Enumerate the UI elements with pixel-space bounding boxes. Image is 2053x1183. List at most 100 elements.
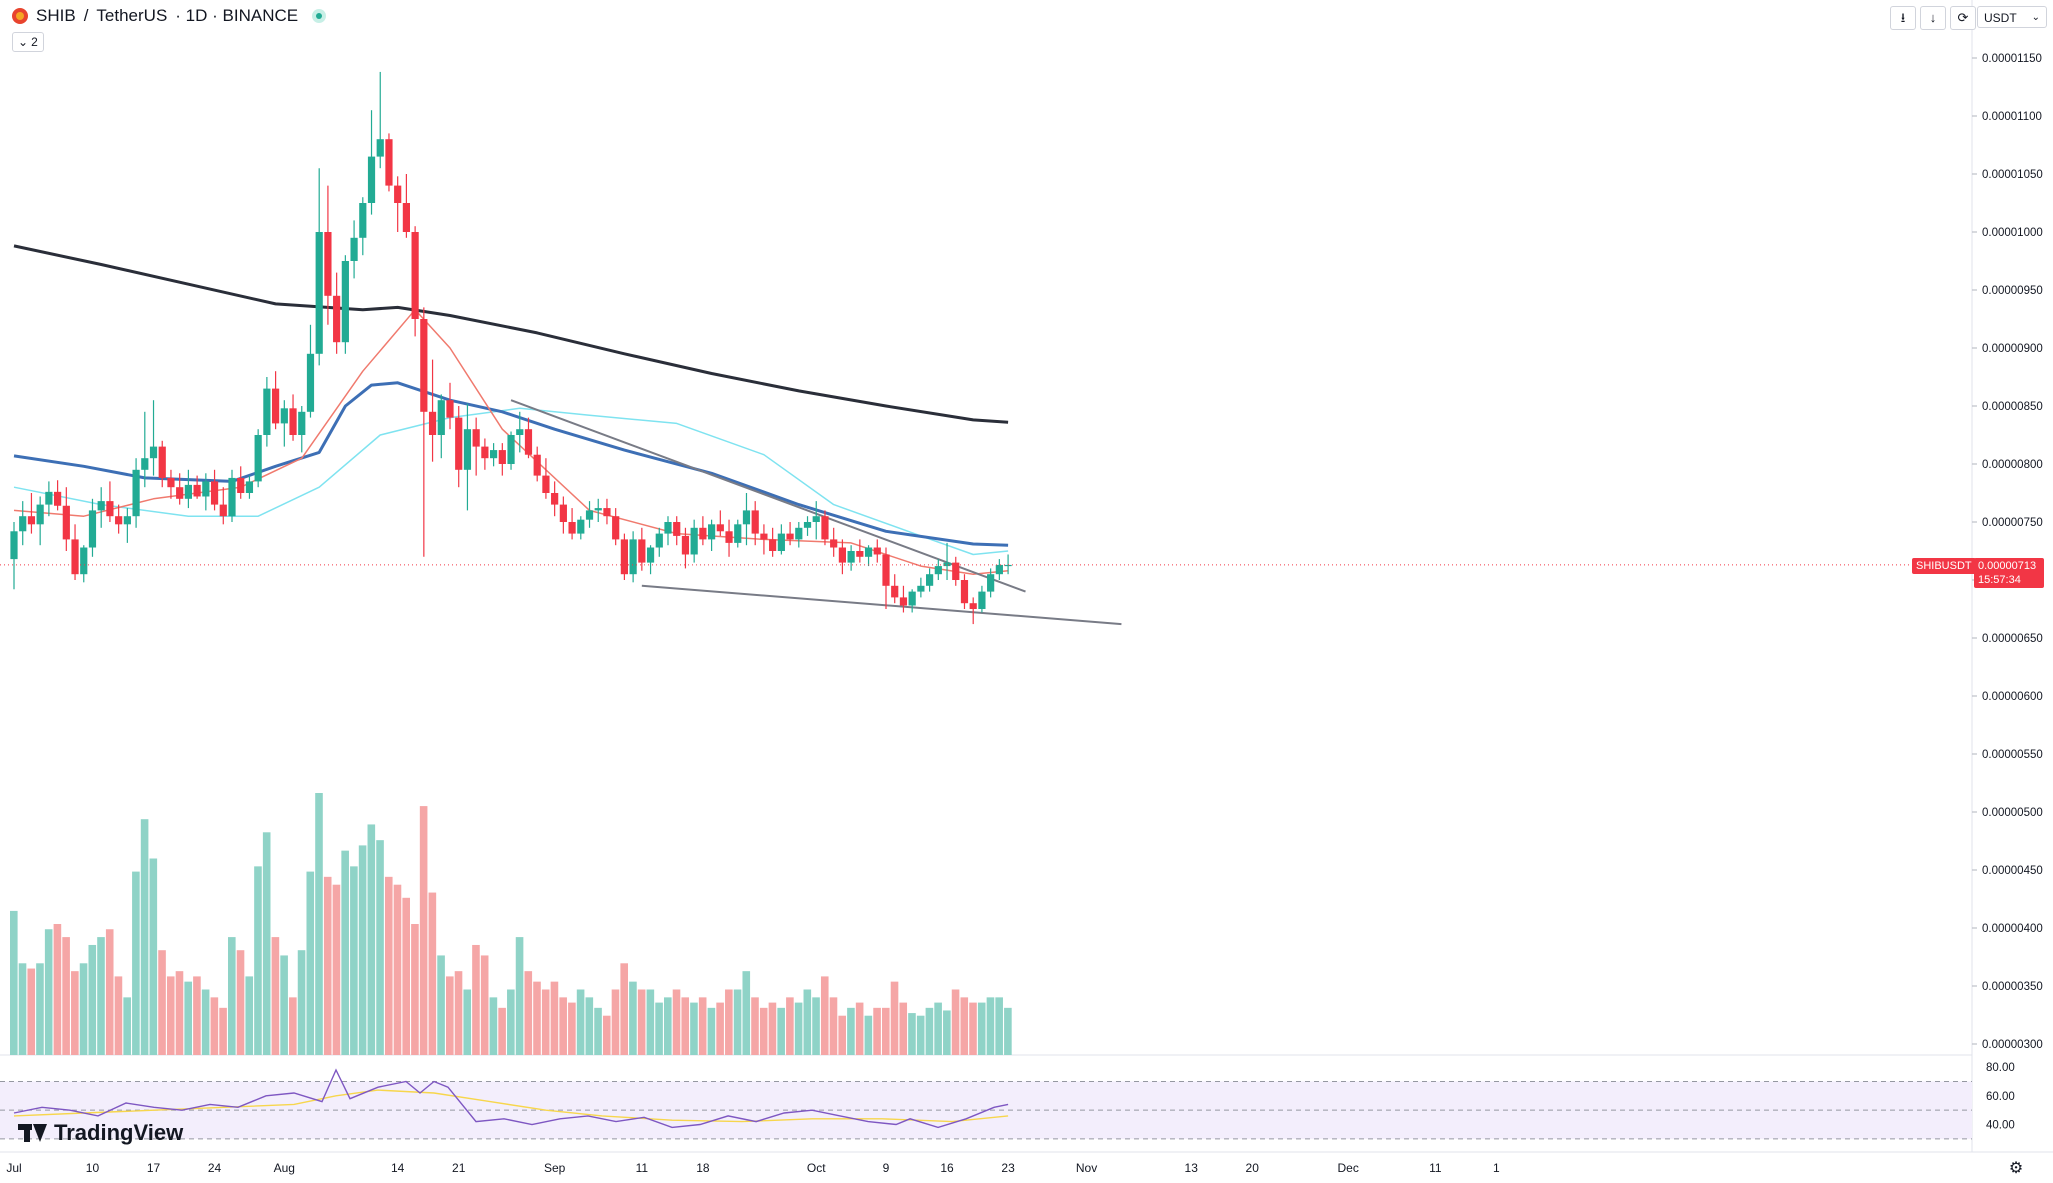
candle-body[interactable]: [490, 450, 498, 459]
candle-body[interactable]: [123, 516, 131, 525]
candle-body[interactable]: [402, 203, 410, 232]
candle-body[interactable]: [856, 551, 864, 557]
currency-select[interactable]: USDT ⌄: [1977, 6, 2047, 28]
candle-body[interactable]: [350, 237, 358, 261]
candle-body[interactable]: [926, 574, 934, 586]
candle-body[interactable]: [830, 539, 838, 548]
candle-body[interactable]: [280, 408, 288, 424]
candle-body[interactable]: [838, 547, 846, 563]
candle-body[interactable]: [184, 484, 192, 499]
candle-body[interactable]: [333, 295, 341, 343]
candle-body[interactable]: [638, 539, 646, 563]
candle-body[interactable]: [760, 533, 768, 540]
candle-body[interactable]: [655, 533, 663, 548]
candle-body[interactable]: [559, 504, 567, 522]
candle-body[interactable]: [908, 591, 916, 606]
candle-body[interactable]: [585, 510, 594, 520]
trendline[interactable]: [641, 584, 1122, 626]
candle-body[interactable]: [952, 562, 960, 580]
candle-body[interactable]: [27, 516, 36, 525]
candle-body[interactable]: [847, 551, 855, 563]
candle-body[interactable]: [699, 527, 707, 540]
candle-body[interactable]: [463, 429, 472, 470]
candle-body[interactable]: [45, 491, 53, 505]
candle-body[interactable]: [88, 510, 97, 548]
candle-body[interactable]: [132, 469, 140, 517]
candle-body[interactable]: [934, 566, 942, 575]
candle-body[interactable]: [603, 508, 611, 517]
candle-body[interactable]: [708, 524, 716, 540]
candle-body[interactable]: [306, 353, 315, 412]
candle-body[interactable]: [516, 429, 524, 435]
candle-body[interactable]: [777, 533, 785, 551]
candle-body[interactable]: [167, 477, 175, 488]
candle-body[interactable]: [62, 505, 70, 540]
candle-body[interactable]: [36, 504, 44, 525]
arrow-down-icon[interactable]: ↓: [1920, 6, 1946, 30]
candle-body[interactable]: [176, 487, 184, 499]
candle-body[interactable]: [716, 524, 724, 532]
candle-body[interactable]: [359, 203, 367, 238]
candle-body[interactable]: [524, 429, 533, 455]
candle-body[interactable]: [978, 591, 986, 609]
candle-body[interactable]: [367, 156, 376, 203]
candle-body[interactable]: [420, 319, 428, 412]
candle-body[interactable]: [341, 261, 349, 343]
candle-body[interactable]: [80, 547, 88, 575]
candle-body[interactable]: [812, 516, 820, 522]
candle-body[interactable]: [228, 477, 236, 517]
candle-body[interactable]: [263, 388, 271, 435]
candle-body[interactable]: [917, 585, 925, 592]
candle-body[interactable]: [237, 477, 245, 493]
candle-body[interactable]: [899, 597, 908, 606]
candle-body[interactable]: [158, 446, 166, 478]
candle-body[interactable]: [394, 185, 402, 203]
candle-body[interactable]: [324, 232, 332, 296]
candle-body[interactable]: [149, 446, 158, 459]
candles[interactable]: [10, 71, 1012, 625]
candle-body[interactable]: [864, 547, 873, 557]
trendline[interactable]: [510, 399, 1026, 593]
candle-body[interactable]: [54, 491, 62, 506]
candle-body[interactable]: [411, 232, 419, 319]
candle-body[interactable]: [437, 400, 445, 435]
candle-body[interactable]: [943, 562, 951, 567]
candle-body[interactable]: [577, 519, 585, 534]
candle-body[interactable]: [969, 603, 977, 609]
candle-body[interactable]: [664, 522, 672, 534]
candle-body[interactable]: [769, 539, 777, 551]
tradingview-logo[interactable]: TradingView: [18, 1120, 183, 1146]
candle-body[interactable]: [385, 139, 393, 186]
candle-body[interactable]: [472, 429, 480, 447]
candle-body[interactable]: [646, 547, 655, 563]
candle-body[interactable]: [498, 450, 506, 464]
candle-body[interactable]: [873, 547, 881, 555]
candle-body[interactable]: [10, 531, 18, 560]
candle-body[interactable]: [106, 501, 114, 517]
candle-body[interactable]: [742, 510, 751, 525]
candle-body[interactable]: [428, 411, 437, 435]
candle-body[interactable]: [254, 435, 262, 482]
candle-body[interactable]: [272, 388, 280, 424]
candle-body[interactable]: [542, 475, 550, 493]
candle-body[interactable]: [690, 527, 698, 555]
candle-body[interactable]: [673, 522, 681, 536]
candle-body[interactable]: [629, 539, 637, 575]
candle-body[interactable]: [315, 232, 323, 354]
candle-body[interactable]: [507, 435, 515, 464]
download-icon[interactable]: ⭳: [1890, 6, 1916, 30]
candle-body[interactable]: [1004, 564, 1012, 567]
candle-body[interactable]: [219, 504, 227, 517]
candle-body[interactable]: [71, 539, 79, 575]
candle-body[interactable]: [821, 516, 829, 540]
candle-body[interactable]: [803, 522, 812, 528]
candle-body[interactable]: [115, 516, 123, 525]
symbol-header[interactable]: SHIB / TetherUS · 1D · BINANCE: [12, 6, 327, 26]
candle-body[interactable]: [751, 510, 759, 534]
candle-body[interactable]: [446, 400, 454, 418]
candle-body[interactable]: [960, 580, 969, 604]
candle-body[interactable]: [245, 481, 254, 493]
candle-body[interactable]: [533, 454, 541, 476]
candle-body[interactable]: [19, 516, 27, 532]
